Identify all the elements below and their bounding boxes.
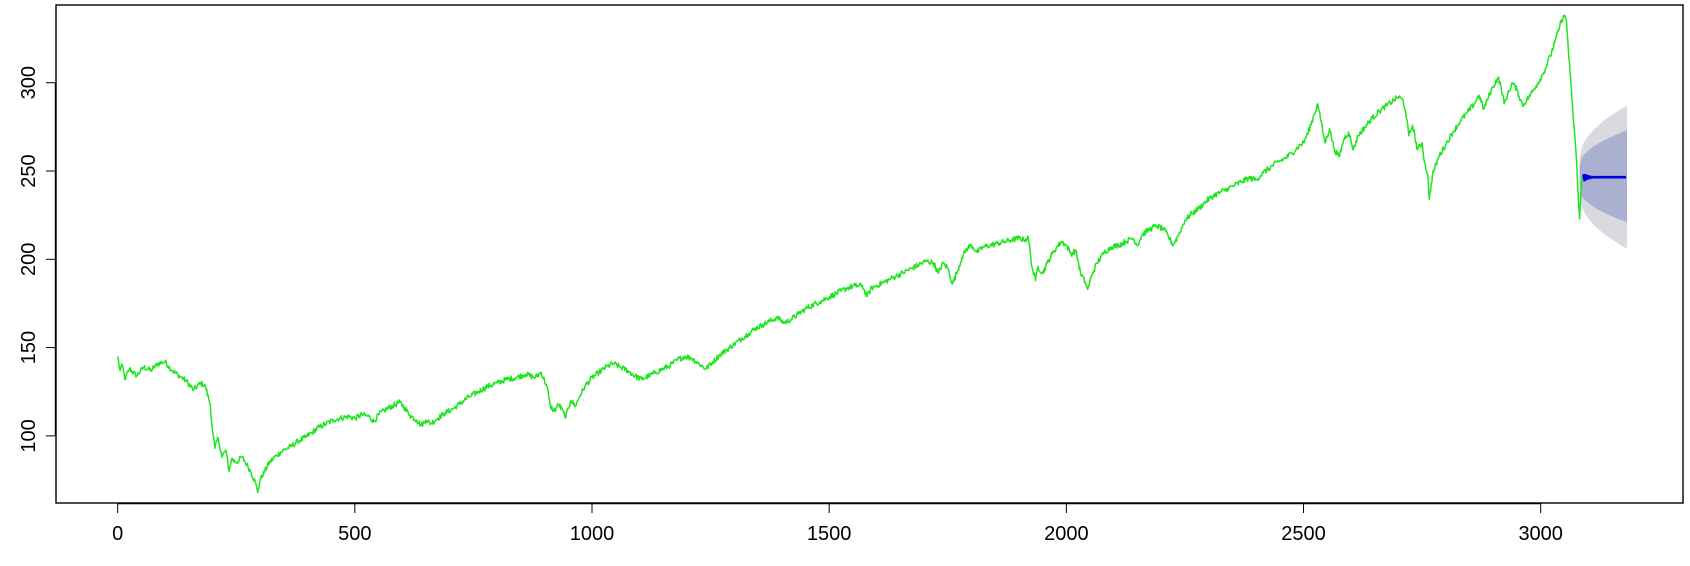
x-tick-label: 3000	[1518, 523, 1563, 545]
plot-frame	[55, 4, 1684, 504]
y-axis: 100 150 200 250 300	[18, 66, 56, 453]
y-tick-label: 300	[18, 66, 40, 99]
x-tick-label: 0	[112, 523, 123, 545]
y-tick-label: 200	[18, 243, 40, 276]
x-tick-label: 1500	[807, 523, 852, 545]
forecast-series	[1582, 173, 1627, 182]
x-tick-label: 2500	[1281, 523, 1326, 545]
x-tick-label: 1000	[570, 523, 615, 545]
y-tick-label: 100	[18, 419, 40, 452]
y-tick-label: 250	[18, 154, 40, 187]
y-tick-label: 150	[18, 331, 40, 364]
x-axis: 0 500 1000 1500 2000 2500 3000	[112, 503, 1563, 545]
forecast-line	[1582, 173, 1627, 182]
observed-series	[116, 14, 1584, 494]
x-tick-label: 500	[338, 523, 371, 545]
observed-line	[116, 14, 1584, 494]
x-tick-label: 2000	[1044, 523, 1089, 545]
